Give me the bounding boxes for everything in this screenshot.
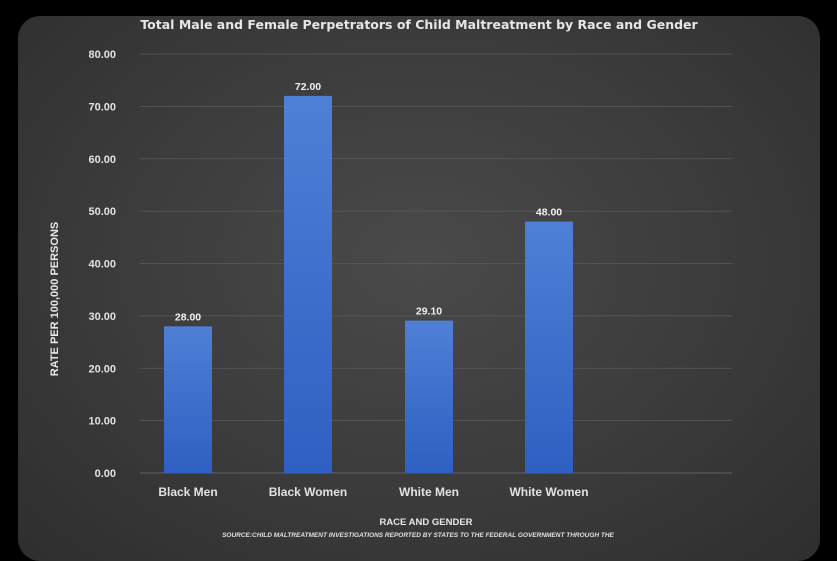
bar-black-women	[284, 95, 332, 474]
y-tick-label: 30.00	[88, 311, 116, 323]
data-label: 72.00	[295, 81, 321, 93]
x-tick-label: White Men	[399, 485, 459, 499]
source-note: SOURCE:CHILD MALTREATMENT INVESTIGATIONS…	[222, 532, 614, 539]
data-label: 28.00	[175, 311, 201, 323]
y-tick-label: 10.00	[88, 416, 116, 428]
x-axis-title: RACE AND GENDER	[379, 517, 472, 528]
bar-chart: Total Male and Female Perpetrators of Ch…	[49, 17, 732, 539]
bar-white-women	[525, 221, 573, 473]
x-tick-label: Black Men	[158, 485, 217, 499]
y-tick-label: 80.00	[88, 49, 116, 61]
bar-black-men	[164, 326, 212, 473]
y-tick-label: 50.00	[88, 206, 116, 218]
data-labels: 28.00 72.00 29.10 48.00	[175, 81, 562, 323]
y-tick-label: 0.00	[95, 468, 116, 480]
x-tick-label: Black Women	[269, 485, 347, 499]
y-tick-label: 40.00	[88, 259, 116, 271]
data-label: 48.00	[536, 207, 562, 219]
bars	[164, 95, 573, 474]
y-tick-label: 20.00	[88, 363, 116, 375]
x-tick-label: White Women	[509, 485, 588, 499]
data-label: 29.10	[416, 306, 442, 318]
y-axis-title: RATE PER 100,000 PERSONS	[49, 222, 61, 376]
y-tick-label: 70.00	[88, 101, 116, 113]
y-tick-label: 60.00	[88, 154, 116, 166]
bar-white-men	[405, 320, 453, 473]
chart-title: Total Male and Female Perpetrators of Ch…	[140, 17, 698, 32]
y-axis-ticks: 0.00 10.00 20.00 30.00 40.00 50.00 60.00 70.00 8…	[88, 49, 116, 480]
x-axis-categories: Black Men Black Women White Men White Women	[158, 485, 588, 499]
screenshot-frame: Total Male and Female Perpetrators of Ch…	[18, 16, 820, 561]
